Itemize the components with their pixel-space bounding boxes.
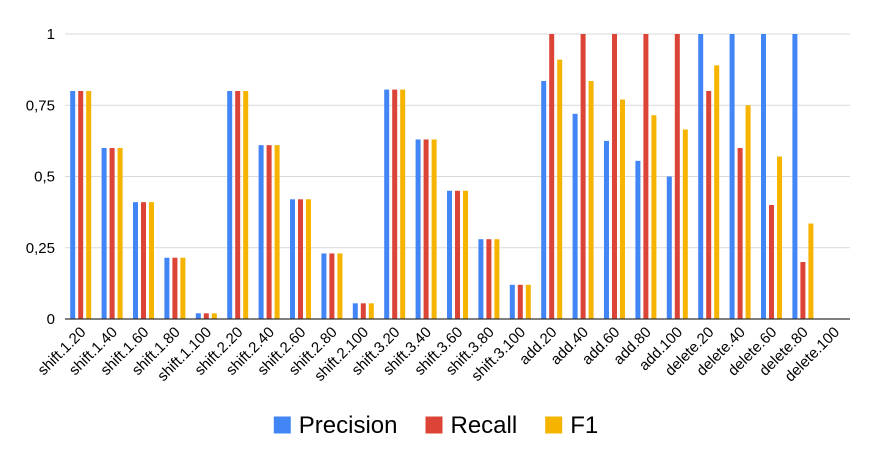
bar (682, 129, 688, 319)
legend-swatch (545, 416, 563, 434)
bar (541, 81, 547, 320)
bar (164, 257, 170, 319)
y-tick-label: 1 (47, 26, 55, 43)
bar (274, 145, 280, 319)
legend-label: Recall (451, 412, 518, 439)
bar (243, 91, 249, 319)
bar (384, 89, 390, 319)
bar (580, 34, 586, 319)
bar (745, 105, 751, 319)
bar (698, 34, 704, 319)
bar (321, 253, 327, 319)
bar (133, 202, 138, 319)
bar (78, 91, 84, 319)
bar (588, 81, 594, 320)
bar (777, 156, 782, 319)
bar (306, 199, 311, 319)
bar (620, 99, 625, 319)
bars (70, 34, 814, 320)
bar (431, 139, 437, 319)
bar (478, 239, 484, 319)
bar (494, 239, 500, 319)
bar (509, 284, 515, 319)
bar (172, 257, 178, 319)
bar (203, 313, 209, 319)
bar (337, 253, 343, 319)
bar (329, 253, 335, 319)
bar (70, 91, 76, 319)
bar (258, 145, 264, 319)
legend-label: F1 (570, 412, 598, 439)
bar (706, 91, 712, 319)
bar (463, 190, 468, 319)
bar (666, 176, 672, 319)
bar (455, 190, 460, 319)
bar (368, 303, 374, 319)
bar (352, 303, 358, 319)
bar (714, 65, 720, 319)
bar (447, 190, 452, 319)
bar (141, 202, 146, 319)
legend: Precision Recall F1 (273, 412, 598, 439)
bar (117, 148, 123, 319)
bar (211, 313, 217, 319)
bar (635, 160, 641, 319)
y-tick-label: 0,75 (26, 97, 55, 114)
legend-swatch (425, 416, 443, 434)
x-axis-ticks: shift.1.20shift.1.40shift.1.60shift.1.80… (34, 324, 843, 386)
bar (808, 223, 814, 319)
bar (486, 239, 492, 319)
bar (674, 34, 680, 319)
bar (298, 199, 303, 319)
legend-label: Precision (299, 412, 398, 439)
bar (266, 145, 272, 319)
bar (525, 284, 531, 319)
y-tick-label: 0 (47, 311, 55, 328)
bar (557, 59, 563, 320)
y-axis-ticks: 0 0,25 0,5 0,75 1 (26, 26, 55, 328)
y-tick-label: 0,25 (26, 240, 55, 257)
legend-swatch (273, 416, 291, 434)
bar (290, 199, 295, 319)
bar (729, 34, 735, 319)
bar (612, 34, 617, 319)
bar (235, 91, 241, 319)
bar (549, 34, 555, 319)
bar (86, 91, 92, 319)
y-tick-label: 0,5 (34, 169, 55, 186)
bar (604, 140, 609, 319)
bar (180, 257, 186, 319)
bar (651, 115, 657, 319)
bar (769, 205, 774, 319)
bar (792, 34, 798, 319)
bar (149, 202, 154, 319)
bar (101, 148, 107, 319)
bar (415, 139, 421, 319)
bar (643, 34, 649, 319)
bar (800, 262, 806, 319)
bar (761, 34, 766, 319)
bar (109, 148, 115, 319)
bar (400, 89, 406, 319)
bar (572, 113, 578, 319)
bar (392, 89, 398, 319)
bar (195, 313, 201, 319)
bar (227, 91, 233, 319)
bar (737, 148, 743, 319)
bar (517, 284, 523, 319)
bar (423, 139, 429, 319)
bar (360, 303, 366, 319)
